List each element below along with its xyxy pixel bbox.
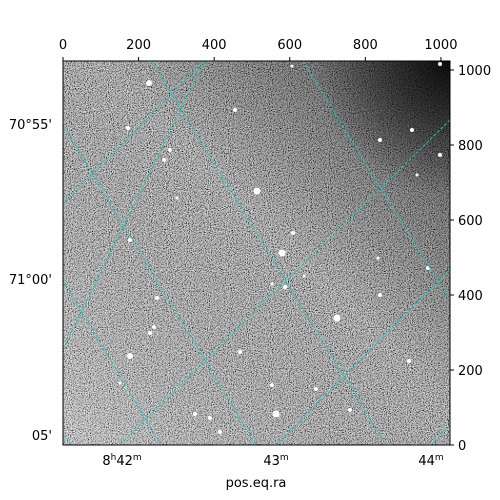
top-tick-label-1000: 1000 (424, 38, 457, 53)
star (283, 285, 287, 289)
star (270, 282, 274, 286)
star (270, 383, 274, 387)
star (168, 148, 172, 152)
star (128, 238, 132, 242)
star (272, 410, 280, 418)
star (155, 296, 159, 300)
top-tick-label-400: 400 (202, 38, 227, 53)
star (208, 416, 212, 420)
star (162, 158, 166, 162)
grid-line (63, 279, 162, 445)
grid-line (276, 269, 450, 445)
star (278, 249, 286, 257)
right-tick-label-800: 800 (458, 139, 483, 154)
star (302, 274, 306, 278)
top-axis: 0 200 400 600 800 1000 (59, 38, 457, 61)
coordinate-grid (63, 61, 450, 445)
right-tick-label-0: 0 (458, 439, 466, 454)
ra-tick-label-44: 44m (418, 453, 443, 469)
star (127, 353, 133, 359)
grid-line (302, 61, 450, 302)
top-tick-label-800: 800 (353, 38, 378, 53)
sky-image (63, 61, 450, 445)
star (193, 412, 197, 416)
star (126, 126, 130, 130)
star (378, 138, 382, 142)
top-tick-label-0: 0 (59, 38, 67, 53)
ra-tick-label-43: 43m (263, 453, 288, 469)
star (348, 408, 352, 412)
grid-line (63, 61, 206, 351)
grid-line (63, 434, 74, 445)
star (175, 196, 179, 200)
right-tick-label-600: 600 (458, 214, 483, 229)
star (291, 231, 295, 235)
grid-line (63, 124, 257, 445)
star-sources (118, 62, 442, 434)
star (410, 128, 414, 132)
right-tick-label-200: 200 (458, 364, 483, 379)
star (152, 325, 156, 329)
top-tick-label-200: 200 (126, 38, 151, 53)
right-tick-label-400: 400 (458, 289, 483, 304)
dec-tick-label-05: 05' (32, 429, 52, 444)
ra-tick-label-42: 8h42m (102, 453, 141, 469)
plot-frame (62, 60, 451, 446)
star (146, 80, 152, 86)
star (333, 314, 341, 322)
star (218, 430, 222, 434)
star (378, 293, 382, 297)
star (376, 256, 380, 260)
star (438, 62, 442, 66)
right-axis: 1000 800 600 400 200 0 (450, 64, 491, 454)
x-axis-title: pos.eq.ra (226, 476, 287, 491)
star (238, 350, 242, 354)
star (407, 359, 411, 363)
star (438, 153, 442, 157)
star (290, 64, 294, 68)
grid-line (119, 119, 450, 445)
star (148, 331, 152, 335)
dec-tick-label-71-00: 71°00' (9, 273, 52, 288)
grid-line (63, 61, 205, 205)
star (314, 387, 318, 391)
star (253, 187, 261, 195)
star (118, 381, 122, 385)
star (415, 173, 419, 177)
dec-tick-label-70-55: 70°55' (9, 118, 52, 133)
top-tick-label-600: 600 (277, 38, 302, 53)
grid-line (430, 424, 450, 445)
star (233, 108, 237, 112)
right-tick-label-1000: 1000 (458, 64, 491, 79)
